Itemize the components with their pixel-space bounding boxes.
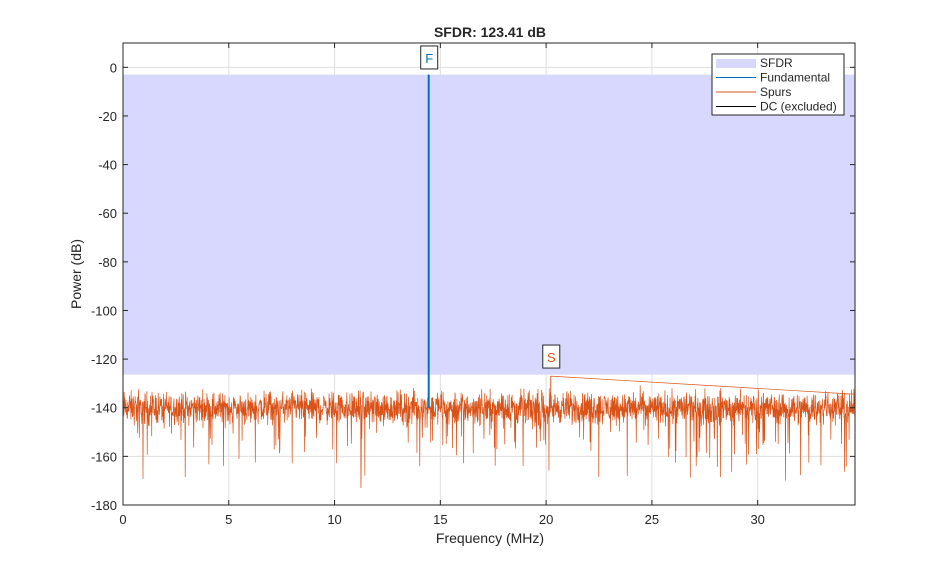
y-tick-label: -20 (98, 109, 117, 124)
legend-label: SFDR (760, 56, 793, 70)
legend-label: Spurs (760, 85, 791, 99)
y-tick-label: -100 (91, 303, 117, 318)
legend-label: Fundamental (760, 71, 830, 85)
chart-title: SFDR: 123.41 dB (434, 24, 546, 40)
x-tick-label: 25 (645, 512, 659, 527)
legend-item: DC (excluded) (716, 100, 837, 114)
legend-item: Fundamental (716, 71, 830, 85)
y-tick-label: -180 (91, 498, 117, 513)
spur-marker: S (542, 344, 561, 369)
y-tick-label: 0 (110, 60, 117, 75)
plot-area: F S 0 5 10 15 20 25 30 0 -20 -40 -60 -80 -100 -120 -140 -… (91, 42, 856, 527)
y-tick-label: -40 (98, 158, 117, 173)
x-tick-label: 0 (119, 512, 126, 527)
axes-box (122, 42, 856, 506)
x-tick-label: 30 (750, 512, 764, 527)
legend-item: SFDR (716, 56, 793, 70)
x-tick-label: 15 (433, 512, 447, 527)
spurs-line (122, 375, 856, 488)
y-tick-label: -120 (91, 352, 117, 367)
y-axis-label: Power (dB) (68, 239, 84, 309)
x-axis-label: Frequency (MHz) (436, 530, 544, 546)
spur-marker-box (542, 344, 561, 369)
legend-item: Spurs (716, 85, 791, 99)
x-tick-label: 20 (539, 512, 553, 527)
fundamental-marker-box (420, 45, 439, 70)
fundamental-marker-label: F (425, 51, 433, 66)
spur-marker-label: S (547, 350, 556, 365)
x-tick-label: 10 (327, 512, 341, 527)
y-tick-label: -160 (91, 449, 117, 464)
sfdr-band (123, 74, 855, 375)
legend-swatch (716, 59, 756, 68)
legend-label: DC (excluded) (760, 100, 837, 114)
x-tick-label: 5 (225, 512, 232, 527)
y-tick-label: -60 (98, 206, 117, 221)
y-tick-label: -80 (98, 255, 117, 270)
fundamental-marker: F (420, 45, 439, 70)
y-tick-label: -140 (91, 401, 117, 416)
